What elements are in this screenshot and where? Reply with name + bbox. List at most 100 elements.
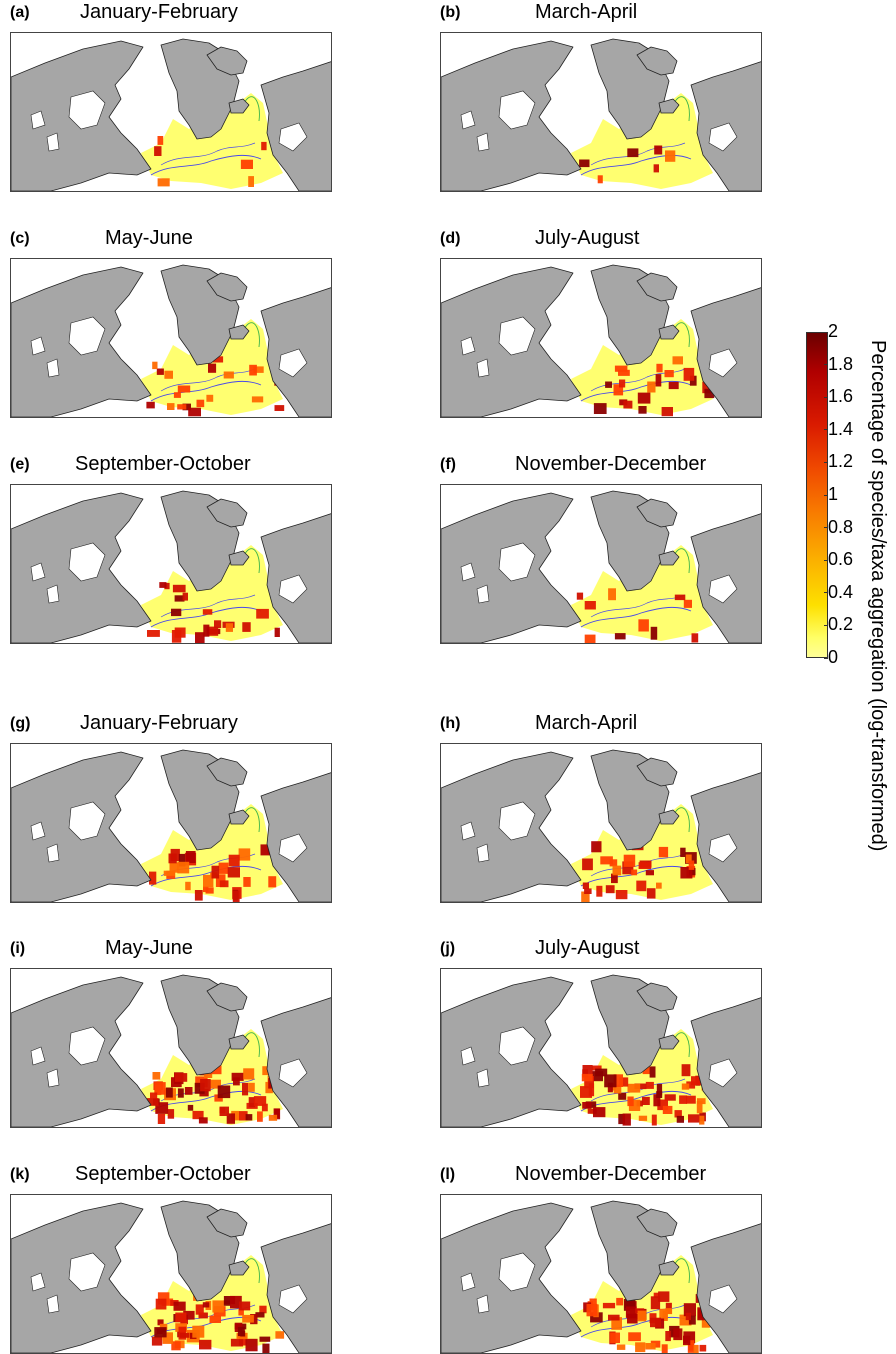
hotspot-cell: [177, 385, 191, 393]
map-svg: [441, 264, 761, 417]
hotspot-cell: [231, 1110, 240, 1121]
panel-title: March-April: [535, 712, 638, 734]
colorbar-tick: 0.4: [823, 581, 854, 602]
hotspot-cell: [665, 150, 676, 162]
hotspot-cell: [688, 860, 695, 870]
hotspot-cell: [658, 1291, 670, 1302]
panel-title: May-June: [105, 937, 193, 959]
hotspot-cell: [167, 403, 175, 410]
map-panel: [440, 743, 762, 903]
hotspot-cell: [636, 880, 647, 892]
hotspot-cell: [169, 862, 179, 873]
hotspot-cell: [152, 1072, 161, 1080]
hotspot-cell: [582, 1069, 588, 1078]
hotspot-cell: [696, 1101, 703, 1114]
map-svg: [441, 38, 761, 191]
hotspot-cell: [147, 1098, 159, 1106]
hotspot-cell: [590, 1312, 603, 1323]
map-panel: [440, 484, 762, 644]
hotspot-cell: [638, 1115, 648, 1121]
hotspot-cell: [622, 1113, 631, 1126]
hotspot-cell: [210, 356, 224, 363]
hotspot-cell: [679, 1314, 692, 1326]
panel-label: (h): [440, 715, 461, 732]
hotspot-cell: [274, 405, 285, 411]
hotspot-cell: [618, 1092, 627, 1100]
hotspot-cell: [656, 882, 662, 889]
hotspot-cell: [661, 1344, 668, 1353]
map-panel: [10, 484, 332, 644]
hotspot-cell: [653, 1094, 661, 1107]
hotspot-cell: [157, 1292, 170, 1305]
hotspot-cell: [656, 1091, 663, 1098]
hotspot-cell: [672, 356, 683, 365]
hotspot-cell: [582, 882, 589, 889]
hotspot-cell: [638, 619, 649, 632]
hotspot-cell: [156, 368, 164, 375]
map-svg: [11, 974, 331, 1127]
panel-label: (g): [10, 715, 31, 732]
hotspot-cell: [586, 1303, 598, 1317]
hotspot-cell: [650, 1317, 661, 1328]
colorbar-tick: 0: [823, 647, 839, 667]
hotspot-cell: [635, 1342, 646, 1353]
hotspot-cell: [683, 1335, 691, 1346]
panel-label: (d): [440, 230, 461, 247]
hotspot-cell: [228, 854, 240, 867]
hotspot-cell: [194, 1082, 205, 1094]
hotspot-cell: [157, 178, 170, 187]
hotspot-cell: [268, 1114, 278, 1121]
colorbar-tick: 2: [823, 321, 839, 341]
hotspot-cell: [618, 1113, 626, 1125]
hotspot-cell: [637, 392, 651, 404]
hotspot-cell: [616, 1344, 626, 1350]
hotspot-cell: [625, 1306, 637, 1318]
hotspot-cell: [206, 626, 219, 636]
hotspot-cell: [596, 885, 603, 897]
hotspot-cell: [171, 1077, 182, 1088]
hotspot-cell: [259, 1305, 267, 1314]
hotspot-cell: [165, 1087, 173, 1098]
hotspot-cell: [154, 146, 162, 156]
hotspot-cell: [649, 1066, 656, 1078]
map-svg: [11, 749, 331, 902]
hotspot-cell: [159, 1323, 168, 1331]
hotspot-cell: [645, 1343, 656, 1350]
hotspot-cell: [661, 407, 673, 417]
hotspot-cell: [681, 1064, 691, 1077]
hotspot-cell: [273, 1108, 280, 1118]
hotspot-cell: [231, 1072, 244, 1081]
hotspot-cell: [699, 1115, 705, 1125]
map-frame: [440, 1194, 762, 1354]
hotspot-cell: [182, 403, 191, 411]
panel-title: September-October: [75, 1163, 251, 1185]
hotspot-cell: [262, 1343, 270, 1353]
hotspot-cell: [239, 1111, 248, 1121]
hotspot-cell: [604, 1074, 617, 1088]
hotspot-cell: [647, 381, 656, 393]
hotspot-cell: [656, 363, 663, 373]
hotspot-cell: [645, 1081, 654, 1089]
hotspot-cell: [627, 1313, 638, 1324]
hotspot-cell: [595, 1068, 608, 1077]
hotspot-cell: [184, 1087, 193, 1095]
hotspot-cell: [591, 841, 602, 853]
hotspot-cell: [664, 370, 674, 378]
hotspot-cell: [209, 1065, 222, 1075]
hotspot-cell: [217, 1085, 231, 1099]
hotspot-cell: [198, 1312, 208, 1319]
map-panel: [10, 743, 332, 903]
hotspot-cell: [654, 145, 663, 155]
hotspot-cell: [587, 1108, 597, 1114]
hotspot-cell: [614, 365, 628, 372]
hotspot-cell: [168, 853, 177, 864]
panel-title: January-February: [80, 1, 238, 23]
hotspot-cell: [238, 1309, 244, 1316]
hotspot-cell: [576, 592, 584, 600]
hotspot-cell: [581, 891, 590, 902]
hotspot-cell: [154, 1082, 166, 1095]
colorbar-tick: 1.6: [823, 386, 854, 407]
hotspot-cell: [223, 371, 234, 379]
hotspot-cell: [627, 1083, 641, 1093]
hotspot-cell: [657, 1099, 668, 1111]
